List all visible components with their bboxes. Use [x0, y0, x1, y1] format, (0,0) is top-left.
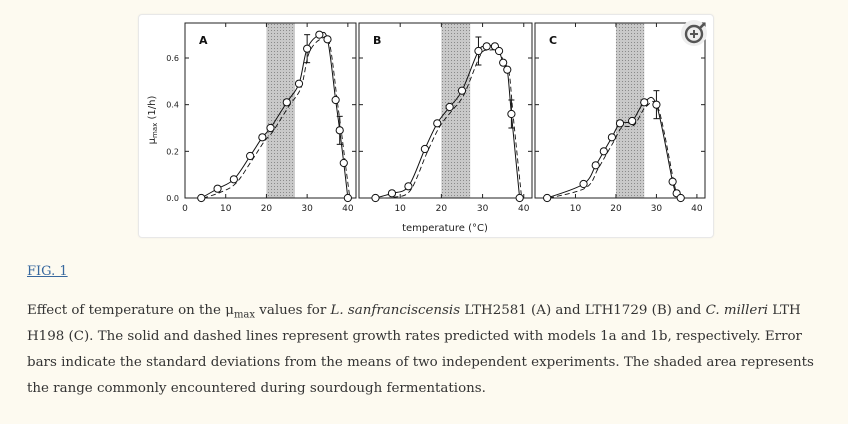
y-tick-label: 0.2	[166, 147, 179, 156]
data-point	[579, 179, 588, 189]
x-tick-label: 10	[220, 204, 232, 214]
data-point	[445, 102, 454, 112]
panel-a: 0.0 0.2 0.4 0.6 0 10 20 30 40 A	[166, 22, 357, 214]
data-point	[339, 158, 348, 168]
shaded-range	[266, 23, 295, 198]
y-tick-label: 0.0	[166, 194, 179, 203]
data-point	[323, 35, 332, 44]
data-point	[331, 95, 340, 105]
x-tick-label: 40	[518, 204, 530, 214]
shaded-range	[441, 23, 471, 198]
x-tick-label: 40	[342, 204, 354, 214]
data-point	[503, 65, 512, 74]
data-point	[404, 182, 413, 191]
model-1b-line	[203, 35, 351, 199]
data-point	[213, 184, 222, 193]
data-point	[282, 98, 291, 107]
data-point	[433, 119, 442, 128]
figure-caption: Effect of temperature on the μmax values…	[27, 303, 814, 396]
x-tick-label: 10	[570, 204, 582, 214]
zoom-in-icon	[684, 22, 706, 44]
data-point	[229, 175, 238, 184]
plot-frame	[184, 22, 357, 199]
data-point	[615, 119, 625, 128]
zoom-in-button[interactable]	[681, 20, 707, 46]
data-point	[676, 193, 685, 203]
data-point	[258, 133, 267, 142]
x-tick-label: 20	[610, 204, 622, 214]
model-1b-line	[377, 49, 523, 199]
data-point	[668, 177, 677, 186]
x-tick-label: 30	[301, 204, 313, 214]
panel-label: B	[373, 34, 381, 47]
data-point	[294, 79, 304, 88]
model-1b-line	[549, 100, 683, 199]
data-point	[246, 151, 255, 161]
data-point	[303, 44, 312, 53]
plot-frame	[358, 22, 533, 199]
panel-c: 10 20 30 40 C	[534, 22, 706, 214]
data-point	[640, 98, 649, 107]
data-point	[371, 193, 380, 203]
plot-frame	[534, 22, 706, 199]
data-point	[607, 133, 617, 142]
x-tick-label: 20	[436, 204, 448, 214]
data-point	[420, 144, 430, 154]
data-point	[474, 46, 483, 56]
shaded-range	[615, 23, 645, 198]
data-point	[543, 193, 552, 203]
x-tick-label: 10	[394, 204, 406, 214]
figure-chart: 0.0 0.2 0.4 0.6 0 10 20 30 40 A 10 20 30 40 B 10 20 30 40 C…	[147, 22, 706, 234]
data-point	[387, 189, 397, 198]
figure-link[interactable]: FIG. 1	[27, 264, 68, 279]
data-point	[591, 161, 600, 170]
data-point	[628, 116, 637, 126]
x-tick-label: 0	[182, 204, 188, 214]
data-point	[652, 100, 661, 109]
x-tick-label: 30	[477, 204, 489, 214]
data-point	[507, 109, 516, 119]
data-point	[499, 58, 508, 67]
model-1a-line	[546, 96, 682, 199]
y-tick-label: 0.6	[166, 54, 179, 63]
data-point	[335, 126, 344, 135]
panel-label: C	[549, 34, 557, 47]
data-point	[197, 193, 206, 203]
data-point	[266, 123, 275, 133]
data-point	[599, 147, 608, 156]
data-point	[315, 30, 324, 39]
y-tick-label: 0.4	[166, 101, 179, 110]
data-point	[515, 193, 524, 203]
panel-label: A	[199, 34, 208, 47]
data-point	[457, 86, 467, 95]
panel-b: 10 20 30 40 B	[358, 22, 533, 214]
data-point	[482, 42, 491, 51]
x-axis-label: temperature (°C)	[402, 223, 488, 234]
figure-image: 0.0 0.2 0.4 0.6 0 10 20 30 40 A 10 20 30 40 B 10 20 30 40 C…	[138, 14, 714, 238]
data-point	[343, 193, 352, 203]
data-point	[494, 46, 504, 56]
x-tick-label: 40	[691, 204, 703, 214]
x-tick-label: 30	[651, 204, 663, 214]
y-axis-label: μmax (1/h)	[147, 96, 159, 145]
x-tick-label: 20	[261, 204, 273, 214]
